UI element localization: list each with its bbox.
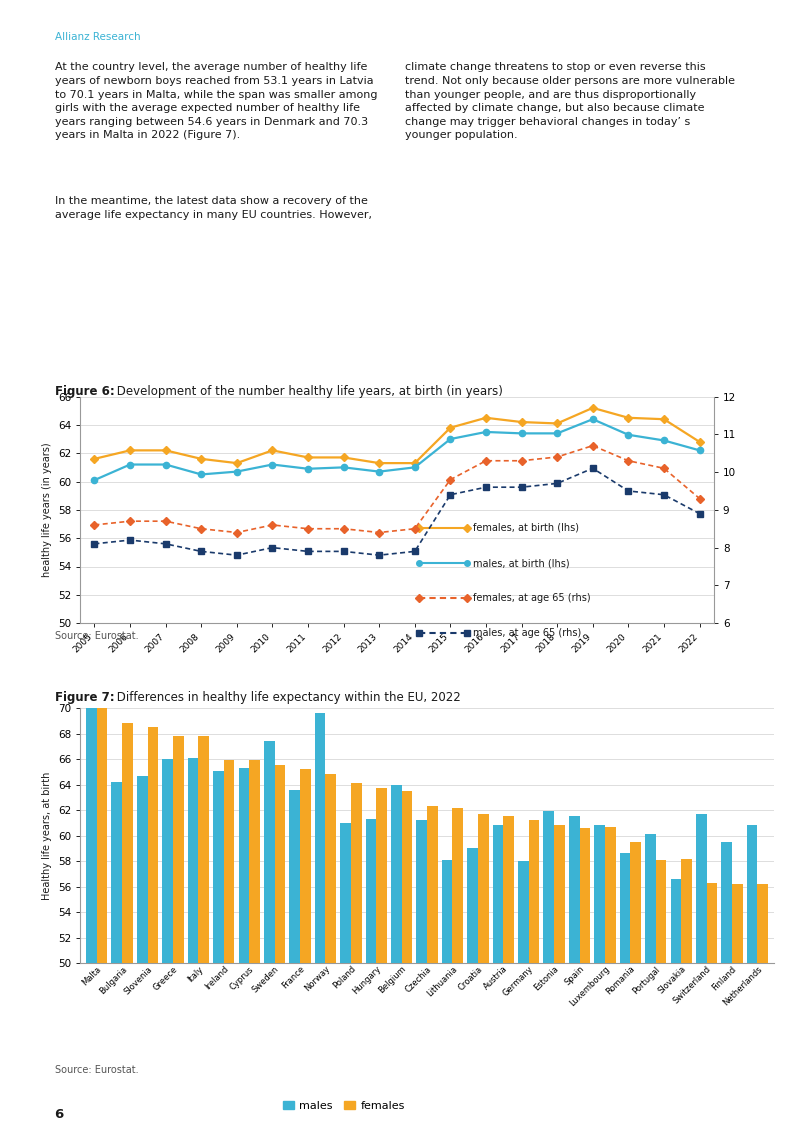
Bar — [122, 723, 133, 1133]
Text: Source: Eurostat.: Source: Eurostat. — [55, 1065, 138, 1075]
Bar — [416, 820, 427, 1133]
Text: Figure 6:: Figure 6: — [55, 385, 115, 398]
Bar — [97, 708, 107, 1133]
Bar — [198, 736, 209, 1133]
Bar — [111, 782, 122, 1133]
Bar — [442, 860, 452, 1133]
Bar — [478, 813, 488, 1133]
Bar — [707, 883, 717, 1133]
Bar — [391, 784, 402, 1133]
Bar — [747, 825, 757, 1133]
Bar — [721, 842, 732, 1133]
Text: males, at age 65 (rhs): males, at age 65 (rhs) — [473, 629, 581, 638]
Y-axis label: Healthy life years, at birth: Healthy life years, at birth — [43, 772, 52, 900]
Bar — [504, 817, 514, 1133]
Bar — [620, 853, 630, 1133]
Text: At the country level, the average number of healthy life
years of newborn boys r: At the country level, the average number… — [55, 62, 377, 140]
Text: Development of the number healthy life years, at birth (in years): Development of the number healthy life y… — [113, 385, 503, 398]
Bar — [580, 828, 590, 1133]
Text: climate change threatens to stop or even reverse this
trend. Not only because ol: climate change threatens to stop or even… — [405, 62, 735, 140]
Bar — [569, 817, 580, 1133]
Bar — [492, 825, 504, 1133]
Bar — [249, 760, 260, 1133]
Legend: males, females: males, females — [278, 1097, 410, 1116]
Bar — [681, 859, 692, 1133]
Bar — [326, 774, 336, 1133]
Bar — [188, 758, 198, 1133]
Bar — [224, 760, 234, 1133]
Bar — [518, 861, 529, 1133]
Bar — [213, 770, 224, 1133]
Bar — [148, 727, 158, 1133]
Bar — [427, 807, 438, 1133]
Bar — [544, 811, 554, 1133]
Text: 6: 6 — [55, 1108, 64, 1121]
Bar — [468, 849, 478, 1133]
Bar — [594, 825, 605, 1133]
Y-axis label: healthy life years (in years): healthy life years (in years) — [43, 443, 52, 577]
Text: males, at birth (lhs): males, at birth (lhs) — [473, 559, 569, 568]
Text: Source: Eurostat.: Source: Eurostat. — [55, 631, 138, 641]
Bar — [300, 769, 310, 1133]
Bar — [340, 823, 350, 1133]
Bar — [137, 776, 148, 1133]
Text: In the meantime, the latest data show a recovery of the
average life expectancy : In the meantime, the latest data show a … — [55, 196, 371, 220]
Bar — [264, 741, 274, 1133]
Text: Figure 7:: Figure 7: — [55, 691, 114, 704]
Bar — [350, 783, 362, 1133]
Text: females, at birth (lhs): females, at birth (lhs) — [473, 523, 579, 533]
Bar — [290, 790, 300, 1133]
Text: Allianz Research: Allianz Research — [55, 32, 140, 42]
Bar — [376, 789, 387, 1133]
Bar — [314, 714, 326, 1133]
Bar — [645, 834, 656, 1133]
Bar — [696, 813, 707, 1133]
Bar — [86, 708, 97, 1133]
Bar — [173, 736, 184, 1133]
Bar — [757, 884, 768, 1133]
Bar — [162, 759, 173, 1133]
Bar — [670, 879, 681, 1133]
Bar — [656, 860, 666, 1133]
Bar — [274, 766, 286, 1133]
Bar — [732, 884, 743, 1133]
Bar — [554, 825, 565, 1133]
Bar — [605, 827, 616, 1133]
Text: Differences in healthy life expectancy within the EU, 2022: Differences in healthy life expectancy w… — [113, 691, 461, 704]
Text: females, at age 65 (rhs): females, at age 65 (rhs) — [473, 594, 590, 603]
Bar — [452, 808, 463, 1133]
Bar — [402, 791, 412, 1133]
Bar — [238, 768, 249, 1133]
Bar — [366, 819, 376, 1133]
Bar — [630, 842, 641, 1133]
Bar — [529, 820, 540, 1133]
